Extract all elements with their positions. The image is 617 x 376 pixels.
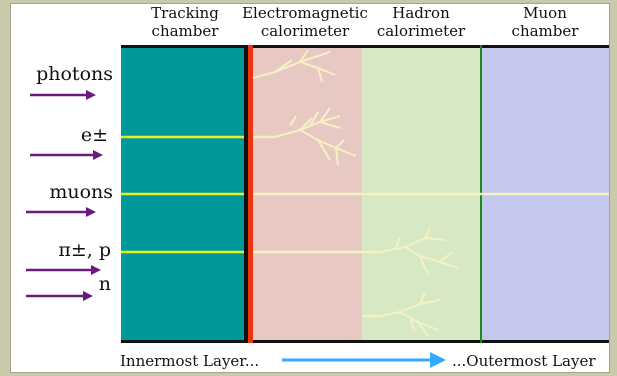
header-em-line1: Electromagnetic [242,4,368,22]
pion-shower [379,227,459,276]
neutron-shower [379,291,441,337]
arrow-neutron [26,291,93,301]
axis-inner-label: Innermost Layer... [120,352,259,370]
label-pion-proton: π±, p [58,239,111,261]
charged-tracks [121,135,244,254]
tracking-boundary-black [244,45,248,343]
label-photons: photons [36,63,113,85]
arrow-electron [30,150,103,160]
incoming-arrows [26,90,103,301]
bottom-border [121,340,609,343]
label-neutron: n [99,273,111,295]
arrow-pion-proton [26,265,101,275]
arrow-muons [26,207,96,217]
photon-shower [252,49,336,83]
axis-outer-label: ...Outermost Layer [452,352,596,370]
pale-tracks [253,135,609,318]
arrow-photons [30,90,96,100]
header-tracking-line1: Tracking [151,4,219,22]
label-electron: e± [81,124,108,146]
header-em-line2: calorimeter [261,22,350,40]
header-hadron-line2: calorimeter [377,22,466,40]
header-muon-line2: chamber [512,22,580,40]
axis-arrow [282,352,446,368]
tracking-boundary-red [248,45,253,343]
label-muons: muons [49,181,113,203]
header-hadron-line1: Hadron [392,4,450,22]
header-tracking-line2: chamber [152,22,220,40]
electron-shower [274,107,357,166]
top-border [121,45,609,48]
header-muon-line1: Muon [523,4,567,22]
